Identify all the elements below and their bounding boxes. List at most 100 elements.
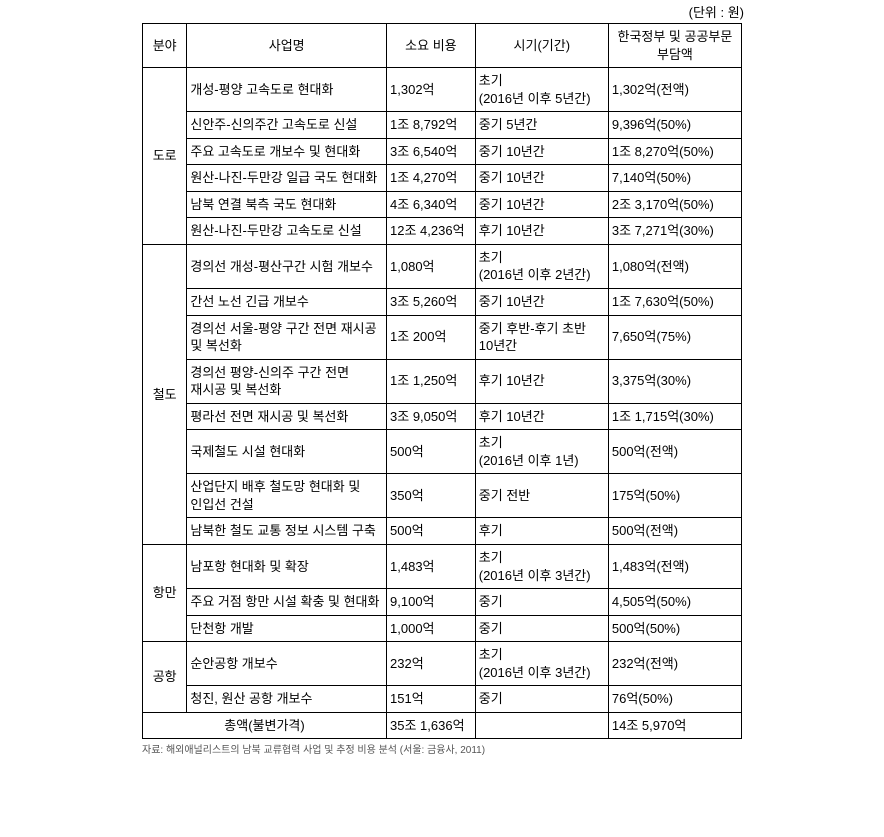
gov-cell: 1조 8,270억(50%) — [608, 138, 741, 165]
table-row: 간선 노선 긴급 개보수3조 5,260억중기 10년간1조 7,630억(50… — [143, 289, 742, 316]
project-cell: 경의선 평양-신의주 구간 전면 재시공 및 복선화 — [187, 359, 387, 403]
timing-cell: 초기(2016년 이후 3년간) — [475, 642, 608, 686]
project-cell: 간선 노선 긴급 개보수 — [187, 289, 387, 316]
total-cost: 35조 1,636억 — [387, 712, 476, 739]
project-cell: 주요 고속도로 개보수 및 현대화 — [187, 138, 387, 165]
cost-cell: 1,000억 — [387, 615, 476, 642]
cost-cell: 1조 1,250억 — [387, 359, 476, 403]
footnote: 자료: 해외애널리스트의 남북 교류협력 사업 및 추정 비용 분석 (서울: … — [142, 741, 742, 756]
cost-cell: 1조 200억 — [387, 315, 476, 359]
timing-cell: 후기 10년간 — [475, 403, 608, 430]
total-label: 총액(불변가격) — [143, 712, 387, 739]
cost-cell: 3조 6,540억 — [387, 138, 476, 165]
table-row: 철도경의선 개성-평산구간 시험 개보수1,080억초기(2016년 이후 2년… — [143, 244, 742, 288]
cost-cell: 1,080억 — [387, 244, 476, 288]
project-cell: 원산-나진-두만강 고속도로 신설 — [187, 218, 387, 245]
cost-cell: 1조 8,792억 — [387, 112, 476, 139]
timing-cell: 중기 — [475, 686, 608, 713]
timing-cell: 후기 — [475, 518, 608, 545]
cost-cell: 1,483억 — [387, 545, 476, 589]
table-row: 경의선 평양-신의주 구간 전면 재시공 및 복선화1조 1,250억후기 10… — [143, 359, 742, 403]
timing-cell: 초기(2016년 이후 3년간) — [475, 545, 608, 589]
table-row: 남북한 철도 교통 정보 시스템 구축500억후기500억(전액) — [143, 518, 742, 545]
gov-cell: 3조 7,271억(30%) — [608, 218, 741, 245]
project-cell: 단천항 개발 — [187, 615, 387, 642]
category-cell: 공항 — [143, 642, 187, 713]
cost-cell: 9,100억 — [387, 589, 476, 616]
timing-cell: 중기 후반-후기 초반 10년간 — [475, 315, 608, 359]
gov-cell: 500억(전액) — [608, 518, 741, 545]
gov-cell: 7,140억(50%) — [608, 165, 741, 192]
timing-cell: 중기 전반 — [475, 474, 608, 518]
project-cell: 원산-나진-두만강 일급 국도 현대화 — [187, 165, 387, 192]
gov-cell: 232억(전액) — [608, 642, 741, 686]
timing-cell: 중기 — [475, 615, 608, 642]
gov-cell: 175억(50%) — [608, 474, 741, 518]
gov-cell: 1,080억(전액) — [608, 244, 741, 288]
cost-cell: 151억 — [387, 686, 476, 713]
table-row: 공항순안공항 개보수232억초기(2016년 이후 3년간)232억(전액) — [143, 642, 742, 686]
timing-cell: 초기(2016년 이후 5년간) — [475, 68, 608, 112]
table-row: 평라선 전면 재시공 및 복선화3조 9,050억후기 10년간1조 1,715… — [143, 403, 742, 430]
project-cell: 남북 연결 북측 국도 현대화 — [187, 191, 387, 218]
project-cell: 청진, 원산 공항 개보수 — [187, 686, 387, 713]
gov-cell: 500억(50%) — [608, 615, 741, 642]
timing-cell: 중기 10년간 — [475, 289, 608, 316]
table-row: 주요 고속도로 개보수 및 현대화3조 6,540억중기 10년간1조 8,27… — [143, 138, 742, 165]
total-row: 총액(불변가격)35조 1,636억 14조 5,970억 — [143, 712, 742, 739]
gov-cell: 2조 3,170억(50%) — [608, 191, 741, 218]
timing-cell: 중기 5년간 — [475, 112, 608, 139]
unit-label: (단위 : 원) — [0, 0, 884, 23]
project-cell: 신안주-신의주간 고속도로 신설 — [187, 112, 387, 139]
cost-cell: 3조 9,050억 — [387, 403, 476, 430]
gov-cell: 76억(50%) — [608, 686, 741, 713]
gov-cell: 1조 7,630억(50%) — [608, 289, 741, 316]
timing-cell: 중기 10년간 — [475, 191, 608, 218]
project-cell: 남포항 현대화 및 확장 — [187, 545, 387, 589]
cost-cell: 1조 4,270억 — [387, 165, 476, 192]
cost-cell: 12조 4,236억 — [387, 218, 476, 245]
timing-cell: 중기 — [475, 589, 608, 616]
cost-cell: 350억 — [387, 474, 476, 518]
table-row: 국제철도 시설 현대화500억초기(2016년 이후 1년)500억(전액) — [143, 430, 742, 474]
cost-cell: 500억 — [387, 518, 476, 545]
category-cell: 도로 — [143, 68, 187, 245]
gov-cell: 1,483억(전액) — [608, 545, 741, 589]
project-cell: 국제철도 시설 현대화 — [187, 430, 387, 474]
table-row: 원산-나진-두만강 고속도로 신설12조 4,236억후기 10년간3조 7,2… — [143, 218, 742, 245]
table-row: 산업단지 배후 철도망 현대화 및 인입선 건설350억중기 전반175억(50… — [143, 474, 742, 518]
gov-cell: 1조 1,715억(30%) — [608, 403, 741, 430]
timing-cell: 후기 10년간 — [475, 359, 608, 403]
cost-table: 분야 사업명 소요 비용 시기(기간) 한국정부 및 공공부문 부담액 도로개성… — [142, 23, 742, 739]
col-project: 사업명 — [187, 24, 387, 68]
col-category: 분야 — [143, 24, 187, 68]
cost-cell: 500억 — [387, 430, 476, 474]
table-row: 경의선 서울-평양 구간 전면 재시공 및 복선화1조 200억중기 후반-후기… — [143, 315, 742, 359]
total-gov: 14조 5,970억 — [608, 712, 741, 739]
table-row: 주요 거점 항만 시설 확충 및 현대화9,100억중기4,505억(50%) — [143, 589, 742, 616]
gov-cell: 3,375억(30%) — [608, 359, 741, 403]
gov-cell: 9,396억(50%) — [608, 112, 741, 139]
timing-cell: 중기 10년간 — [475, 165, 608, 192]
table-row: 단천항 개발1,000억중기500억(50%) — [143, 615, 742, 642]
timing-cell: 초기(2016년 이후 2년간) — [475, 244, 608, 288]
project-cell: 남북한 철도 교통 정보 시스템 구축 — [187, 518, 387, 545]
table-row: 도로개성-평양 고속도로 현대화1,302억초기(2016년 이후 5년간)1,… — [143, 68, 742, 112]
total-time — [475, 712, 608, 739]
project-cell: 평라선 전면 재시공 및 복선화 — [187, 403, 387, 430]
category-cell: 항만 — [143, 545, 187, 642]
table-row: 남북 연결 북측 국도 현대화4조 6,340억중기 10년간2조 3,170억… — [143, 191, 742, 218]
table-row: 청진, 원산 공항 개보수151억중기76억(50%) — [143, 686, 742, 713]
project-cell: 주요 거점 항만 시설 확충 및 현대화 — [187, 589, 387, 616]
gov-cell: 500억(전액) — [608, 430, 741, 474]
cost-cell: 3조 5,260억 — [387, 289, 476, 316]
gov-cell: 1,302억(전액) — [608, 68, 741, 112]
col-gov: 한국정부 및 공공부문 부담액 — [608, 24, 741, 68]
cost-cell: 4조 6,340억 — [387, 191, 476, 218]
project-cell: 개성-평양 고속도로 현대화 — [187, 68, 387, 112]
project-cell: 경의선 개성-평산구간 시험 개보수 — [187, 244, 387, 288]
timing-cell: 중기 10년간 — [475, 138, 608, 165]
category-cell: 철도 — [143, 244, 187, 544]
table-row: 원산-나진-두만강 일급 국도 현대화1조 4,270억중기 10년간7,140… — [143, 165, 742, 192]
gov-cell: 7,650억(75%) — [608, 315, 741, 359]
